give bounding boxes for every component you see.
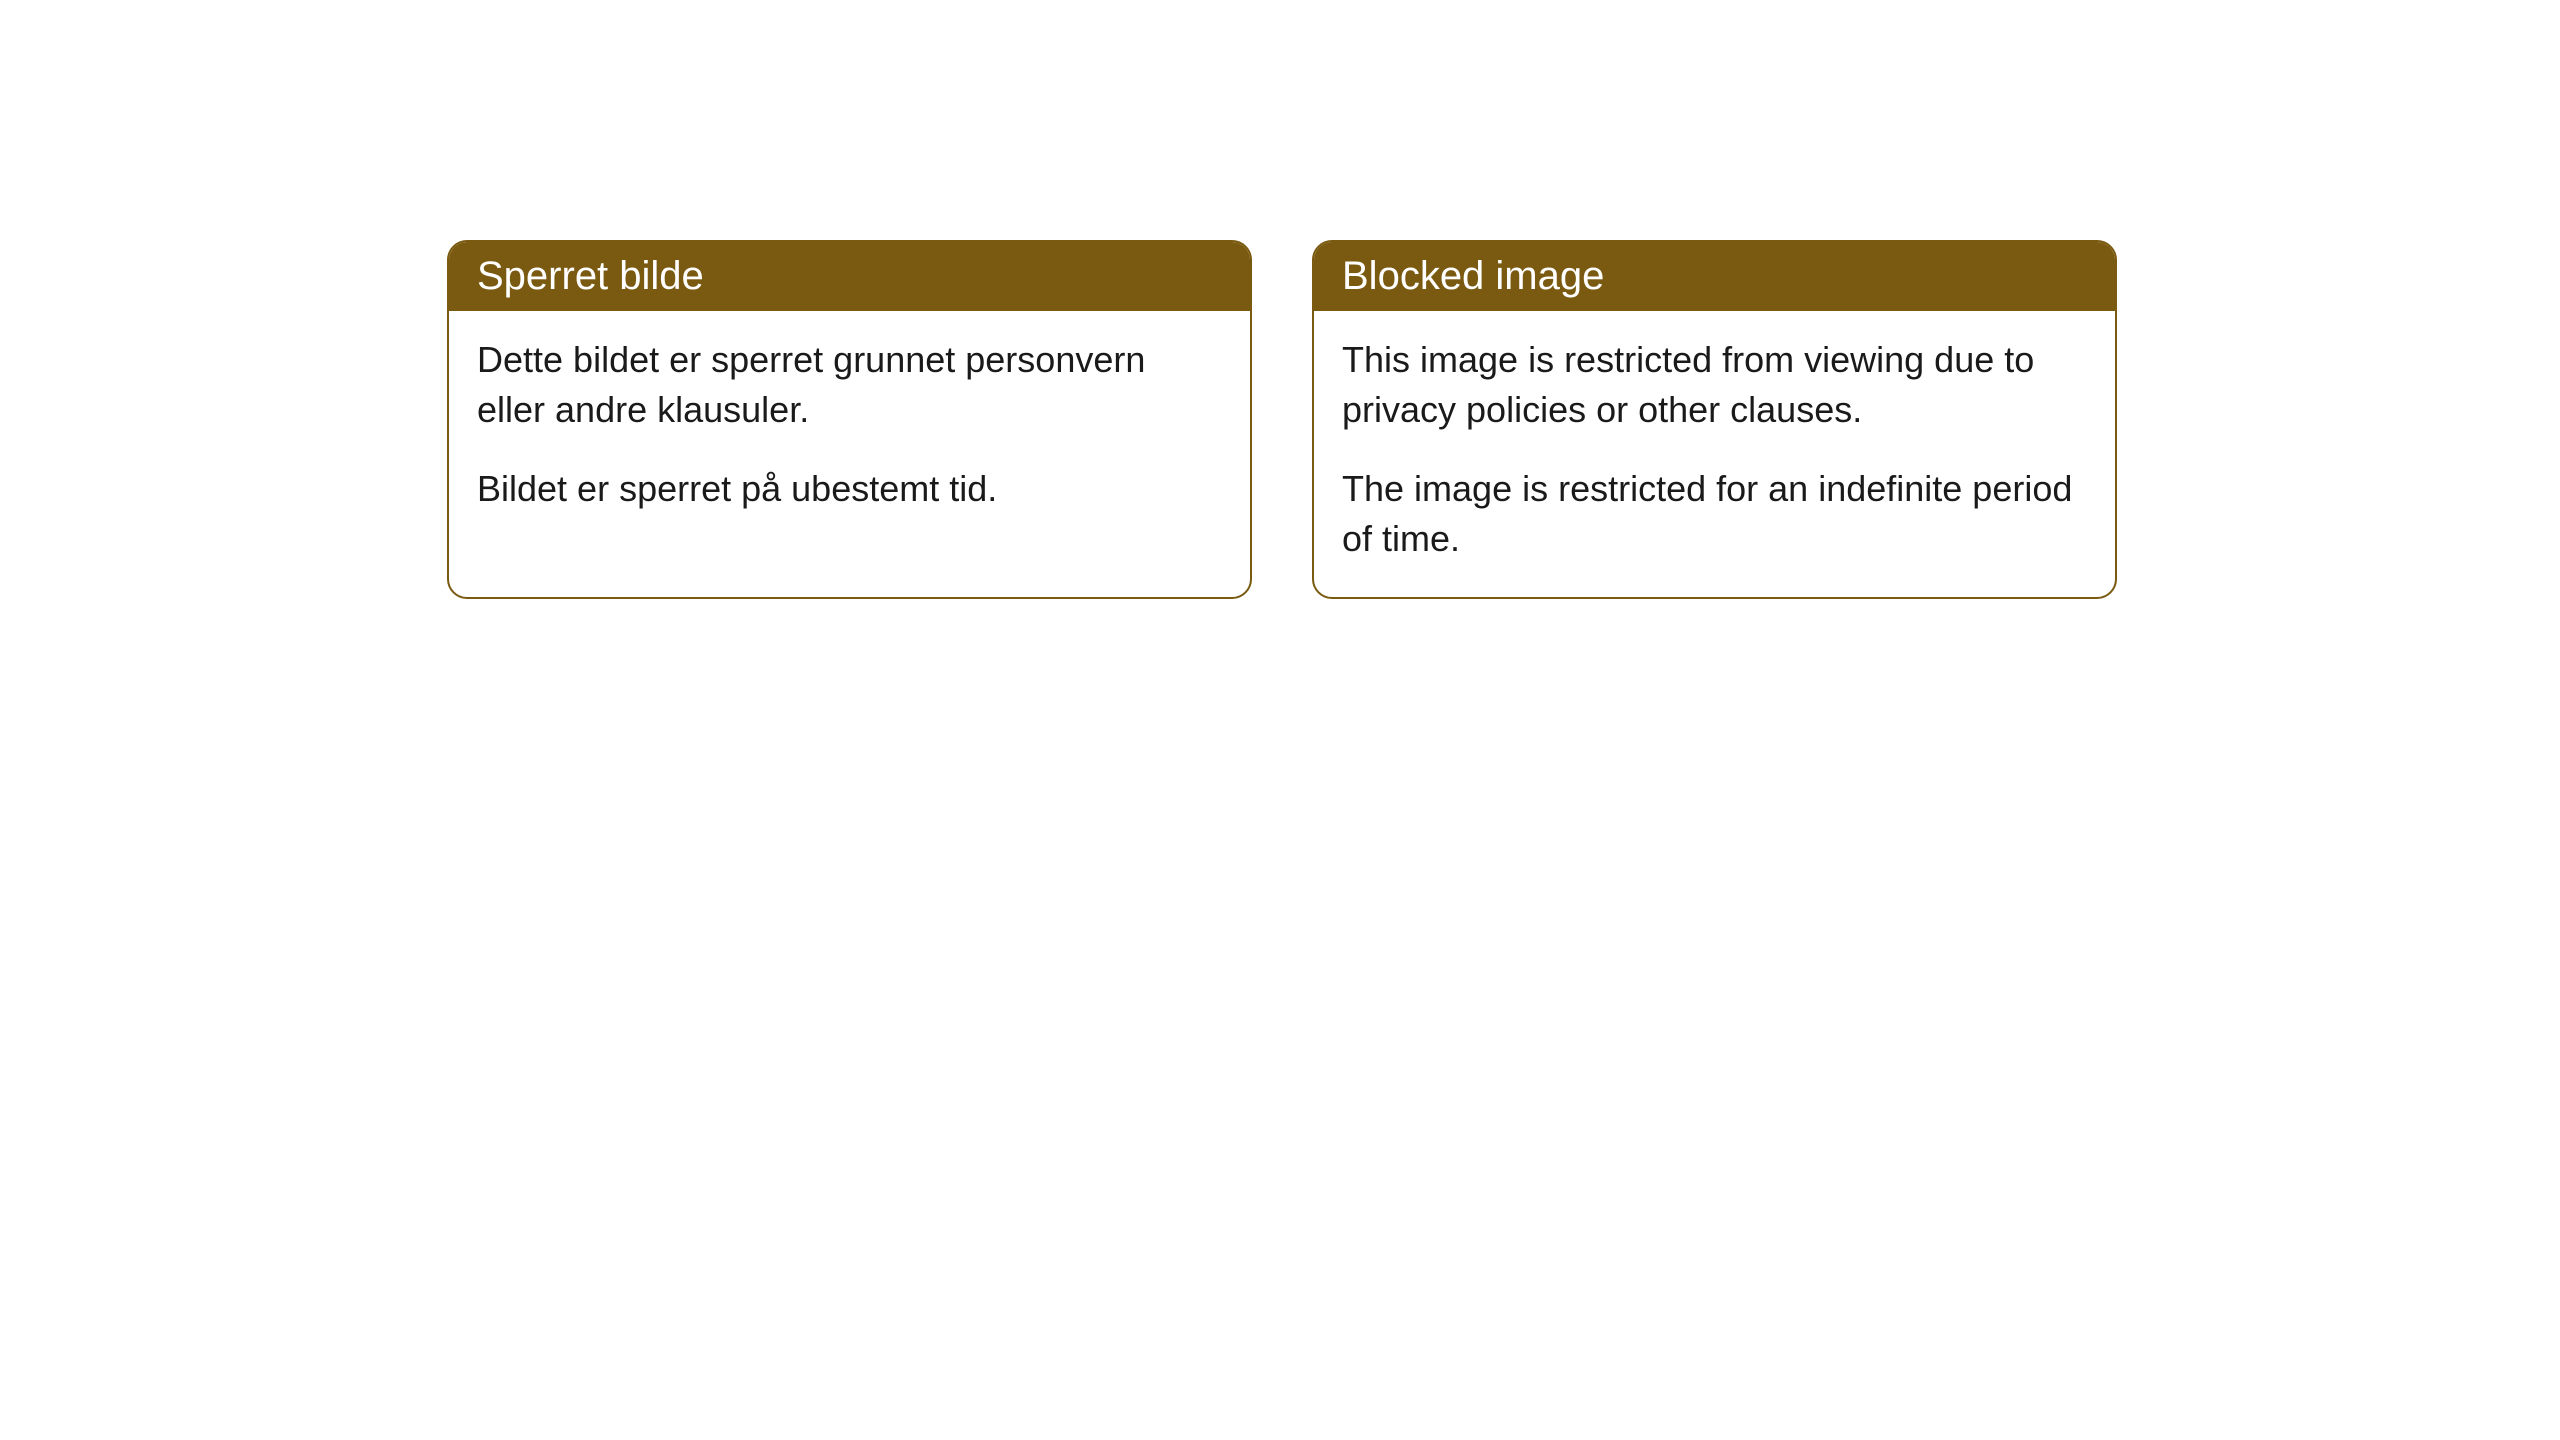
card-paragraph: Bildet er sperret på ubestemt tid. (477, 464, 1222, 514)
card-body: This image is restricted from viewing du… (1314, 311, 2115, 597)
card-paragraph: The image is restricted for an indefinit… (1342, 464, 2087, 565)
notice-card-english: Blocked image This image is restricted f… (1312, 240, 2117, 599)
card-title: Blocked image (1342, 254, 1604, 298)
card-body: Dette bildet er sperret grunnet personve… (449, 311, 1250, 546)
card-header: Sperret bilde (449, 242, 1250, 311)
notice-card-norwegian: Sperret bilde Dette bildet er sperret gr… (447, 240, 1252, 599)
card-paragraph: This image is restricted from viewing du… (1342, 335, 2087, 436)
card-title: Sperret bilde (477, 254, 704, 298)
card-paragraph: Dette bildet er sperret grunnet personve… (477, 335, 1222, 436)
notice-container: Sperret bilde Dette bildet er sperret gr… (447, 240, 2117, 599)
card-header: Blocked image (1314, 242, 2115, 311)
